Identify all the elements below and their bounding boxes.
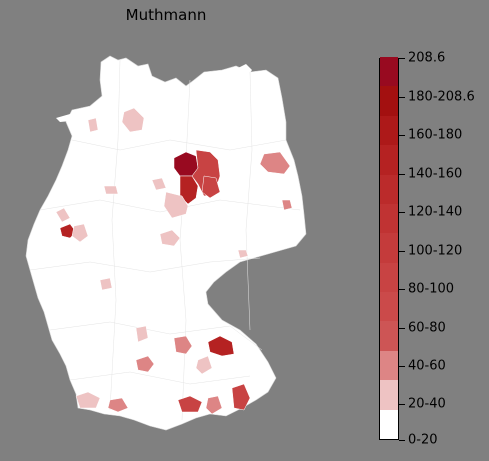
legend-swatch	[380, 144, 398, 175]
legend-swatch	[380, 115, 398, 146]
region-bonn	[71, 223, 89, 243]
region-lake-constance	[107, 397, 129, 413]
legend-tick-label: 60-80	[408, 320, 446, 336]
legend-tick	[399, 251, 405, 252]
legend-tick	[399, 440, 405, 441]
legend-tick	[399, 135, 405, 136]
legend-tick-label: 0-20	[408, 432, 438, 448]
legend-tick-label: 160-180	[408, 127, 463, 143]
legend-swatch	[380, 350, 398, 381]
legend-swatch	[380, 379, 398, 410]
map-title: Muthmann	[125, 6, 207, 24]
region-harz	[163, 191, 189, 219]
region-ulm	[195, 355, 213, 375]
regions-layer	[55, 107, 293, 415]
legend-tick	[399, 289, 405, 290]
legend-tick	[399, 366, 405, 367]
legend-tick-label: 180-208.6	[408, 89, 475, 105]
region-ruhr-west	[55, 207, 71, 223]
region-freiburg	[75, 391, 101, 409]
legend-tick-label: 120-140	[408, 204, 463, 220]
legend-tick-label: 40-60	[408, 358, 446, 374]
germany-map	[25, 55, 307, 431]
legend-swatch	[380, 320, 398, 351]
region-uckermark	[259, 151, 291, 175]
legend-tick-label: 100-120	[408, 243, 463, 259]
legend-tick	[399, 97, 405, 98]
region-kempten	[177, 395, 203, 413]
region-kassel	[237, 249, 249, 259]
region-fulda	[159, 229, 181, 247]
region-bremen-area	[121, 107, 145, 133]
legend-swatch	[380, 56, 398, 87]
region-sachsen-east	[281, 199, 293, 211]
island-frisian	[56, 114, 84, 122]
legend-tick	[399, 58, 405, 59]
legend-swatch	[380, 262, 398, 293]
region-garmisch	[205, 395, 223, 415]
legend-tick-label: 208.6	[408, 50, 446, 66]
legend-swatch	[380, 174, 398, 204]
region-ingolstadt	[173, 335, 193, 355]
legend-swatch	[380, 291, 398, 322]
legend-tick-label: 20-40	[408, 396, 446, 412]
legend-tick	[399, 212, 405, 213]
legend-tick	[399, 328, 405, 329]
region-ansbach	[135, 325, 149, 343]
region-mannheim	[99, 277, 113, 291]
legend-tick-label: 140-160	[408, 166, 463, 182]
legend-tick	[399, 404, 405, 405]
region-stuttgart	[135, 355, 155, 373]
legend-tick-label: 80-100	[408, 281, 455, 297]
legend-tick	[399, 174, 405, 175]
region-cuxhaven	[87, 117, 99, 133]
region-berchtesgaden	[231, 383, 251, 411]
region-jerichower-land	[201, 175, 221, 199]
legend-swatch	[380, 203, 398, 234]
region-northeim	[151, 177, 167, 191]
legend-color-bar	[379, 56, 399, 440]
island-rugen	[238, 64, 252, 78]
district-borders	[29, 59, 301, 421]
region-muenster	[103, 185, 119, 195]
legend-swatch	[380, 409, 398, 439]
legend-swatch	[380, 232, 398, 263]
region-regensburg-east	[207, 335, 235, 357]
legend-swatch	[380, 85, 398, 116]
